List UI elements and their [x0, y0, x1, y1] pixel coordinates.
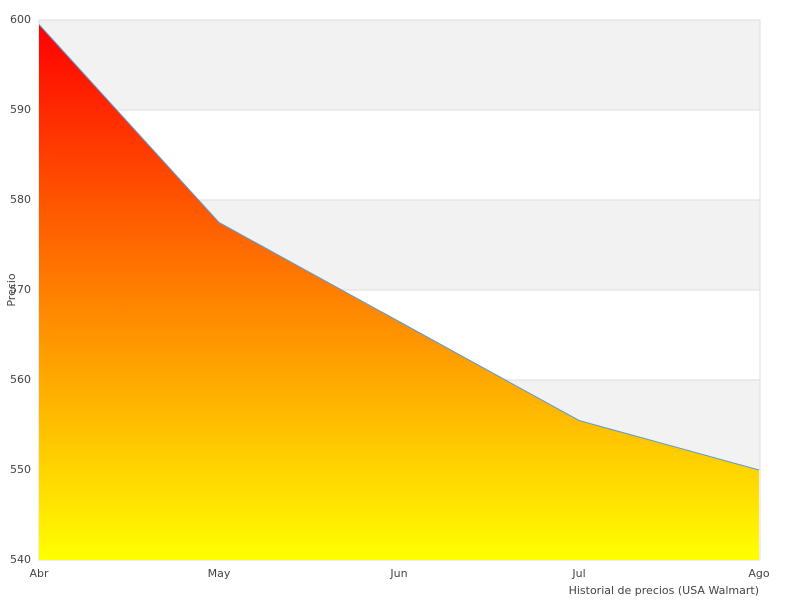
y-tick-label: 570: [10, 283, 31, 296]
x-tick-label: May: [208, 567, 231, 580]
x-axis-label: Historial de precios (USA Walmart): [569, 584, 759, 597]
y-tick-label: 540: [10, 553, 31, 566]
y-axis-label: Precio: [5, 273, 18, 307]
y-tick-label: 600: [10, 13, 31, 26]
area: [39, 24, 759, 560]
y-tick-label: 580: [10, 193, 31, 206]
x-tick-label: Jun: [389, 567, 407, 580]
x-tick-label: Jul: [571, 567, 585, 580]
line: [38, 24, 760, 471]
grid-band: [39, 20, 760, 110]
x-tick-label: Ago: [748, 567, 770, 580]
y-tick-label: 550: [10, 463, 31, 476]
y-tick-label: 560: [10, 373, 31, 386]
y-tick-label: 590: [10, 103, 31, 116]
x-tick-label: Abr: [29, 567, 49, 580]
